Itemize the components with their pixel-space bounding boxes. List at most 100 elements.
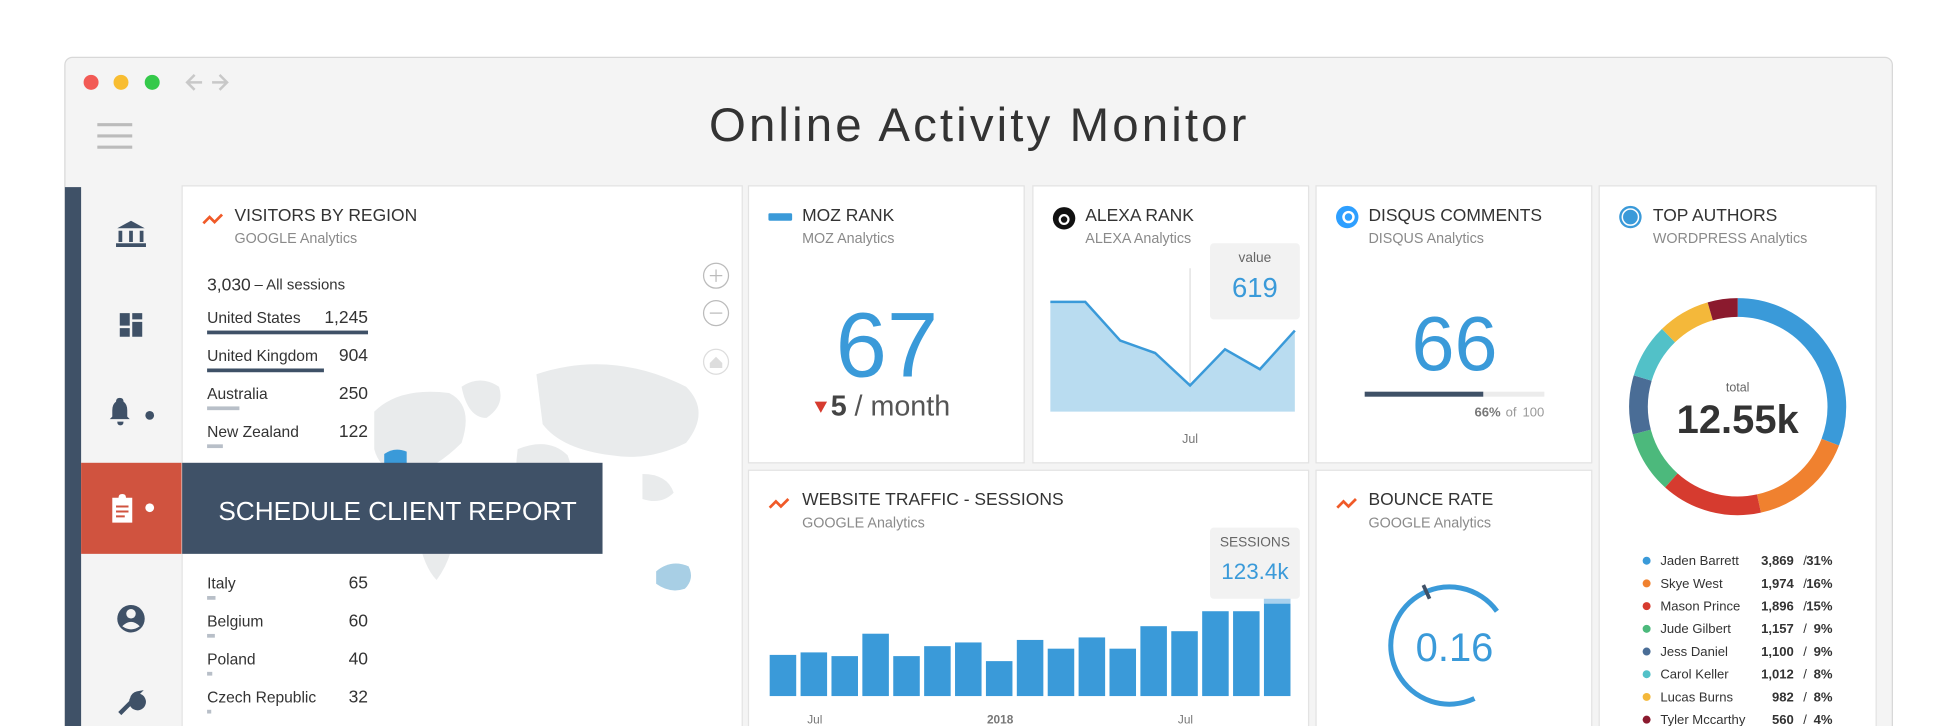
card-title: DISQUS COMMENTS (1368, 205, 1542, 225)
report-button-label: SCHEDULE CLIENT REPORT (218, 496, 576, 526)
tooltip-label: SESSIONS (1220, 534, 1290, 549)
region-name: Belgium (207, 613, 263, 630)
legend-name: Jude Gilbert (1660, 621, 1731, 636)
legend-name: Lucas Burns (1660, 689, 1733, 704)
nav-dashboard[interactable] (119, 313, 143, 337)
region-name: Poland (207, 651, 256, 668)
tooltip-value: 619 (1232, 272, 1278, 303)
alexa-icon-mark (1058, 214, 1070, 226)
close-button[interactable] (83, 74, 99, 90)
legend-separator: / (1803, 712, 1807, 726)
bar-highlight (1263, 596, 1291, 604)
bar (1016, 639, 1044, 697)
bar (862, 633, 889, 697)
bar (985, 661, 1013, 697)
tooltip (1210, 527, 1300, 599)
legend-value: 560 (1772, 712, 1794, 726)
region-name: Australia (207, 386, 268, 403)
map-zoom-controls[interactable] (702, 262, 730, 375)
x-tick-label: 2018 (987, 713, 1014, 726)
donut-segment (1665, 473, 1761, 516)
legend-separator: / (1803, 621, 1807, 636)
bar (769, 654, 797, 697)
disqus-icon (1336, 205, 1359, 229)
forward-button[interactable] (212, 73, 229, 91)
menu-button[interactable] (97, 123, 133, 149)
legend-separator: / (1803, 553, 1807, 568)
region-value: 65 (349, 573, 368, 593)
x-tick-label: Jul (1182, 432, 1198, 446)
donut-caption: total (1726, 381, 1750, 395)
card-visitors (181, 185, 743, 726)
card-authors (1598, 185, 1877, 726)
card-source: GOOGLE Analytics (235, 231, 358, 247)
progress-max: 100 (1523, 405, 1545, 420)
card-moz (747, 185, 1025, 464)
moz-icon (768, 213, 793, 221)
moz-change: 5 (831, 390, 847, 422)
legend-percent: 31% (1806, 553, 1833, 568)
bar (1171, 631, 1198, 697)
legend-percent: 9% (1814, 621, 1833, 636)
bar (831, 656, 858, 697)
bar (1109, 648, 1137, 697)
bounce-value: 0.16 (1416, 626, 1494, 670)
bar (1263, 596, 1291, 697)
back-button[interactable] (185, 73, 203, 91)
legend-name: Jess Daniel (1660, 644, 1728, 659)
legend-value: 3,869 (1761, 553, 1794, 568)
x-tick-label: Jul (807, 713, 822, 726)
donut-segment (1629, 375, 1652, 435)
legend-separator: / (1803, 598, 1807, 613)
legend-dot (1642, 602, 1651, 611)
card-source: GOOGLE Analytics (1368, 516, 1491, 532)
legend-dot (1642, 715, 1651, 724)
nav-bank[interactable] (116, 220, 146, 247)
bar (955, 642, 982, 697)
wordpress-icon-ring (1621, 208, 1640, 226)
region-value: 1,245 (324, 307, 368, 327)
maximize-button[interactable] (144, 74, 160, 90)
window-title: Online Activity Monitor (709, 99, 1250, 152)
total-caption: – All sessions (254, 276, 345, 293)
bar (924, 646, 951, 697)
tooltip (1210, 243, 1300, 320)
progress-label: 66% (1474, 405, 1501, 420)
donut-segment (1707, 298, 1738, 321)
legend-name: Skye West (1660, 576, 1723, 591)
donut-chart (1629, 298, 1847, 516)
card-bounce (1315, 469, 1593, 726)
region-bar (207, 596, 216, 600)
ga-icon (768, 497, 790, 509)
bar (1140, 626, 1167, 697)
bar (893, 656, 920, 697)
legend-percent: 4% (1814, 712, 1833, 726)
traffic-chart: Jul 2018 Jul (769, 596, 1291, 726)
legend-separator: / (1803, 667, 1807, 682)
tooltip-label: value (1239, 250, 1272, 265)
legend-percent: 8% (1814, 689, 1833, 704)
gauge-marker (1421, 584, 1432, 600)
minimize-button[interactable] (113, 74, 129, 90)
donut-total: 12.55k (1677, 398, 1800, 442)
legend-name: Jaden Barrett (1660, 553, 1739, 568)
legend-dot (1642, 556, 1651, 565)
bar (1233, 611, 1260, 697)
region-bar (207, 330, 369, 335)
legend-name: Tyler Mccarthy (1660, 712, 1745, 726)
legend-value: 1,157 (1761, 621, 1794, 636)
legend-separator: / (1803, 644, 1807, 659)
region-bar (207, 633, 215, 638)
tooltip-value: 123.4k (1221, 559, 1289, 584)
card-title: VISITORS BY REGION (235, 205, 418, 225)
nav-profile[interactable] (117, 605, 145, 633)
donut-segment (1632, 429, 1678, 488)
legend-value: 1,100 (1761, 644, 1794, 659)
nav-alerts[interactable] (109, 397, 155, 426)
report-button[interactable] (182, 462, 603, 554)
total-sessions: 3,030 (207, 275, 251, 295)
card-source: GOOGLE Analytics (802, 516, 925, 532)
region-bar (207, 368, 324, 373)
nav-settings[interactable] (118, 690, 146, 716)
disqus-icon-mark (1342, 210, 1355, 224)
